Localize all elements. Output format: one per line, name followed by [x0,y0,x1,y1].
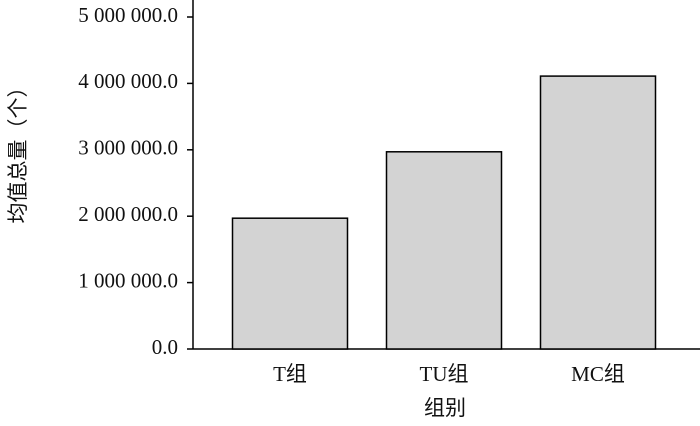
x-tick-label: MC组 [571,362,625,386]
y-tick-label: 1 000 000.0 [78,268,178,292]
y-tick-label: 3 000 000.0 [78,136,178,160]
x-axis-title: 组别 [424,396,466,420]
x-tick-label: T组 [273,362,307,386]
bar [539,75,657,350]
y-tick-label: 5 000 000.0 [78,3,178,27]
bar [231,217,349,350]
y-tick-label: 2 000 000.0 [78,202,178,226]
x-tick-label: TU组 [420,362,469,386]
y-tick-label: 4 000 000.0 [78,69,178,93]
y-axis-title: 均值总量（个） [6,77,30,224]
bar [385,151,503,350]
y-tick-label: 0.0 [152,335,178,359]
